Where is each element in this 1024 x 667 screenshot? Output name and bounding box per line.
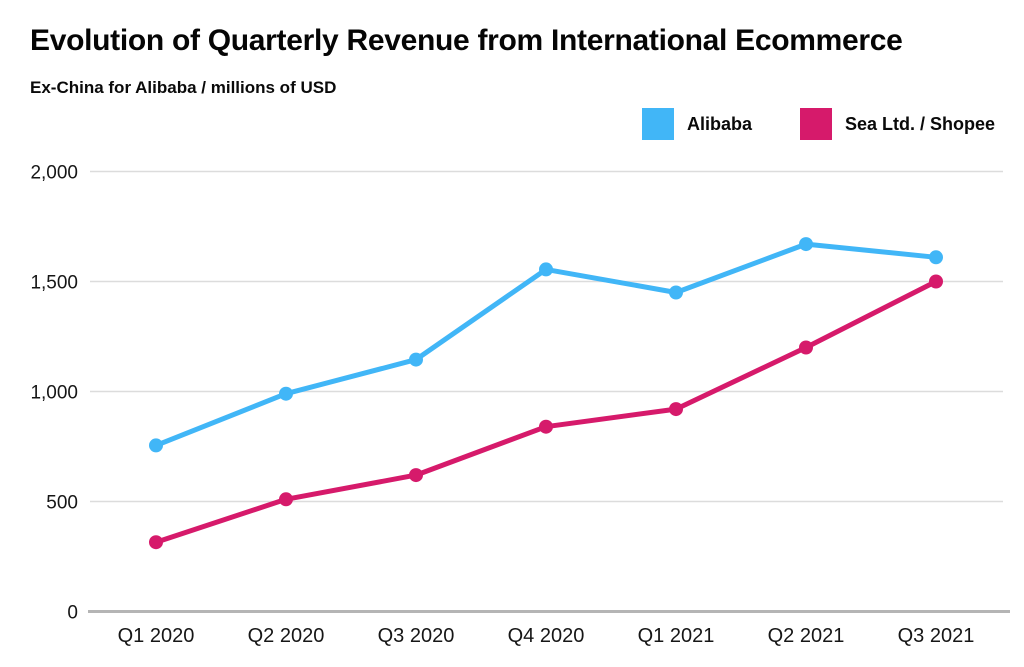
series-line-1 [153,279,939,545]
legend-label-alibaba: Alibaba [686,113,752,134]
data-point [409,352,423,367]
y-tick-label: 2,000 [30,163,78,184]
x-tick-label: Q2 2021 [768,625,845,647]
x-tick-label: Q4 2020 [508,625,585,647]
data-point [279,492,293,507]
data-point [669,285,683,300]
data-point [409,468,423,483]
chart-subtitle: Ex-China for Alibaba / millions of USD [30,78,337,97]
data-point [149,535,163,550]
data-point [539,262,553,277]
x-tick-label: Q2 2020 [248,625,325,647]
data-point [279,386,293,401]
x-tick-label: Q3 2021 [898,625,975,647]
data-point [149,438,163,453]
legend-swatch-sea-shopee [799,108,832,140]
data-point [929,274,943,289]
line-chart: 0 500 1,000 1,500 2,000 Q1 2020 Q2 2020 Q3 2020… [30,163,1010,647]
data-point [539,419,553,434]
y-tick-label: 0 [67,603,78,624]
chart-title: Evolution of Quarterly Revenue from Inte… [30,24,903,57]
y-tick-label: 500 [46,493,78,514]
legend-item-alibaba: Alibaba [641,108,752,140]
legend-swatch-alibaba [641,108,674,140]
data-point [799,237,813,252]
y-tick-label: 1,000 [30,383,78,404]
y-tick-label: 1,500 [30,273,78,294]
data-point [929,250,943,265]
data-point [669,402,683,417]
x-tick-label: Q1 2021 [638,625,715,647]
x-tick-label: Q3 2020 [378,625,455,647]
legend: Alibaba Sea Ltd. / Shopee [641,108,995,140]
legend-label-sea-shopee: Sea Ltd. / Shopee [844,113,995,134]
legend-item-sea-shopee: Sea Ltd. / Shopee [799,108,995,140]
data-point [799,340,813,355]
x-tick-label: Q1 2020 [118,625,195,647]
